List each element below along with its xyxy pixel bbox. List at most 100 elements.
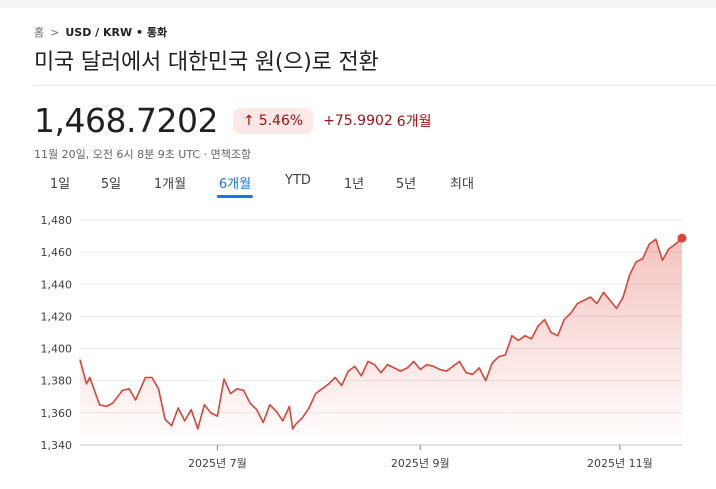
data-point [445,370,448,372]
data-point [112,402,114,404]
data-point [314,392,317,395]
data-point [308,407,310,409]
timestamp: 11월 20일, 오전 6시 8분 9초 UTC · 면책조항 [34,148,252,161]
data-point [347,370,349,372]
tab-max[interactable]: 최대 [450,177,474,192]
data-point [622,296,624,298]
data-point [668,248,670,250]
data-point [439,368,441,371]
data-point [223,378,225,380]
y-tick-label: 1,380 [41,375,73,388]
data-point [472,373,474,375]
data-point [334,376,336,379]
data-point [426,364,428,366]
x-tick-label: 2025년 11월 [587,457,653,470]
data-point [203,404,205,406]
breadcrumb: 홈 > USD / KRW • 통화 [34,24,167,40]
breadcrumb-current: USD / KRW • 통화 [65,26,168,39]
data-point [602,291,605,293]
arrow-up-icon: ↑ [242,113,255,129]
x-tick-label: 2025년 9월 [391,457,450,470]
data-point [295,423,297,425]
data-point [151,376,153,379]
y-tick-label: 1,480 [41,214,73,227]
data-point [635,261,637,263]
data-point [530,338,533,340]
data-point [144,376,147,379]
data-point [583,299,585,301]
data-point [393,367,395,369]
data-point [642,257,644,260]
data-point [121,389,124,391]
chevron-right-icon: > [50,25,60,39]
change-period: 6개월 [396,114,432,130]
data-point [197,428,199,430]
tab-1m[interactable]: 1개월 [153,177,187,192]
data-point [655,238,657,240]
change-badge: ↑ 5.46% [232,108,314,134]
y-tick-label: 1,460 [41,246,73,259]
tab-1d[interactable]: 1일 [49,177,71,192]
data-point [373,364,376,366]
data-point [321,388,323,390]
tab-5d[interactable]: 5일 [100,177,122,192]
data-point [432,365,434,367]
data-point [367,360,369,363]
x-tick-label: 2025년 7월 [188,457,247,470]
data-point [498,356,500,358]
data-point [537,325,539,327]
data-point [629,274,631,276]
exchange-rate-chart[interactable]: 1,480 1,460 1,440 1,420 1,400 1,380 1,360 1,340… [0,200,716,489]
data-point [596,302,598,305]
data-point [105,405,107,408]
data-point [406,367,408,369]
data-point [135,399,137,401]
data-point [99,404,101,406]
data-point [615,307,618,309]
data-point [171,425,173,427]
data-point [609,299,611,301]
last-point-marker [677,233,687,243]
data-point [674,243,677,245]
data-point [262,421,264,424]
data-point [380,372,382,374]
data-point [242,389,245,391]
data-point [517,339,520,342]
data-point [360,375,362,377]
breadcrumb-home[interactable]: 홈 [34,26,45,39]
y-tick-label: 1,340 [41,439,73,452]
data-point [229,392,232,395]
x-axis-ticks: 2025년 7월 2025년 9월 2025년 11월 [188,445,653,470]
data-point [524,335,526,337]
data-point [511,335,513,337]
y-tick-label: 1,420 [41,310,73,323]
data-point [661,259,663,261]
data-point [249,402,251,404]
data-point [491,362,493,364]
y-tick-label: 1,400 [41,343,73,356]
data-point [301,417,304,419]
data-point [164,418,166,420]
divider [34,85,716,86]
data-point [419,368,421,371]
data-point [354,365,356,367]
data-point [400,370,402,372]
data-point [557,335,559,337]
data-point [79,359,81,361]
data-point [236,388,238,390]
tab-ytd[interactable]: YTD [285,173,311,188]
data-point [157,388,160,390]
tab-1y[interactable]: 1년 [343,177,365,192]
data-point [485,380,487,382]
data-point [184,420,186,422]
change-percent: 5.46% [258,113,304,129]
data-point [465,372,467,374]
data-point [216,415,219,417]
data-point [576,302,578,305]
tab-6m[interactable]: 6개월 [216,173,254,198]
top-strip [0,0,716,8]
tab-5y[interactable]: 5년 [395,177,417,192]
data-point [292,428,294,430]
data-point [341,384,343,387]
quote-row: 1,468.7202 ↑ 5.46% +75.9902 6개월 [34,101,431,141]
